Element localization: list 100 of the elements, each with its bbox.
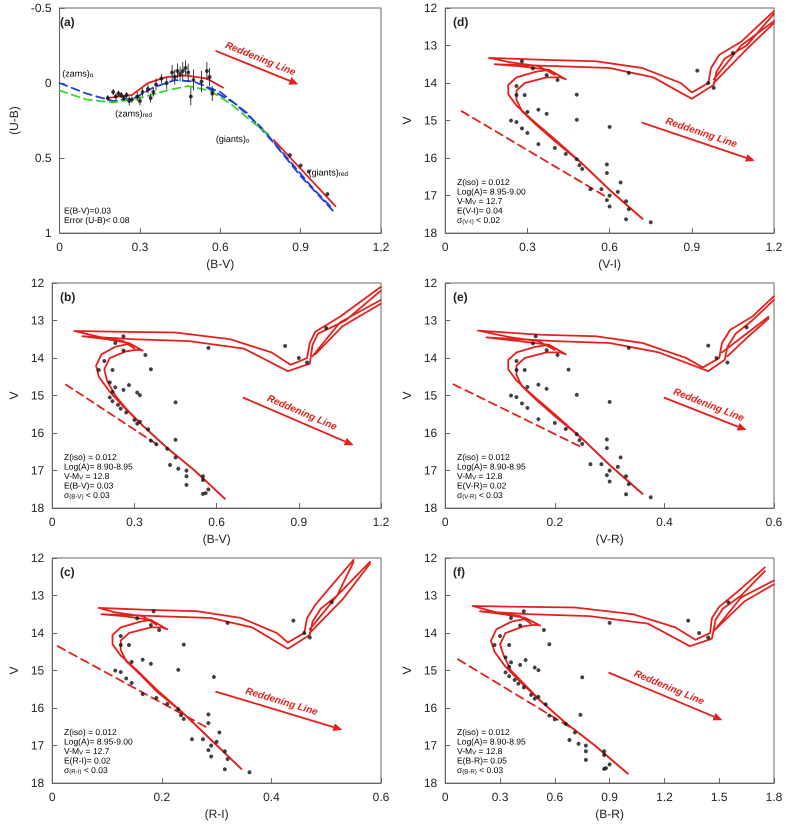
y-tick-label: 15 [424, 388, 438, 403]
y-tick-label: 18 [424, 226, 438, 240]
y-tick-label: 16 [424, 426, 438, 440]
annotation: Log(A)= 8.90-8.95 [457, 462, 526, 472]
annotation: E(V-I)= 0.04 [457, 206, 503, 216]
text: (d) [453, 15, 468, 29]
annotation: E(V-R)= 0.02 [457, 480, 507, 490]
annotation: E(R-I)= 0.02 [64, 756, 111, 766]
x-tick-label: 0.6 [372, 790, 390, 804]
x-tick-label: 0 [56, 240, 64, 254]
x-tick-label: 0.4 [263, 790, 280, 804]
annotation: Error (U-B)< 0.08 [64, 215, 130, 225]
y-tick-label: 16 [30, 701, 45, 716]
annotation: Z(iso) = 0.012 [64, 727, 117, 737]
x-tick-label: 0.3 [492, 790, 509, 804]
x-tick-label: 1.2 [372, 515, 390, 530]
x-tick-label: 0.4 [656, 515, 674, 530]
annotation: Log(A)= 8.90-8.95 [457, 736, 526, 746]
y-tick-label: 15 [424, 664, 438, 678]
y-tick-label: 13 [30, 588, 45, 603]
x-tick-label: 1.8 [766, 790, 783, 804]
annotation: Z(iso) = 0.012 [457, 177, 510, 187]
text: (e) [453, 290, 468, 304]
y-axis-title: V [400, 666, 414, 675]
x-axis-title: (V-I) [598, 257, 621, 271]
y-tick-label: 16 [30, 426, 45, 440]
text: (a) [60, 15, 75, 29]
x-tick-label: 0.9 [292, 240, 310, 254]
y-tick-label: 14 [30, 626, 45, 640]
text: (b) [60, 290, 76, 304]
x-tick-label: 0.6 [766, 515, 783, 530]
annotation: Log(A)= 8.95-9.00 [457, 186, 526, 196]
x-tick-label: 1.5 [710, 790, 728, 804]
y-tick-label: 0.5 [34, 151, 52, 166]
x-tick-label: 0.3 [132, 240, 149, 254]
text: (f) [453, 565, 465, 579]
y-tick-label: 13 [424, 588, 438, 603]
y-tick-label: 17 [30, 738, 45, 753]
y-tick-label: 17 [30, 464, 45, 478]
y-tick-label: 12 [424, 1, 438, 15]
y-tick-label: 14 [424, 351, 438, 366]
y-tick-label: 14 [424, 626, 438, 640]
annotation: Z(iso) = 0.012 [64, 452, 117, 462]
x-axis-title: (B-V) [202, 532, 231, 546]
y-tick-label: 18 [424, 776, 438, 790]
y-tick-label: 16 [424, 701, 438, 716]
x-tick-label: 1.2 [656, 790, 674, 804]
text: (c) [60, 565, 75, 579]
x-tick-label: 0.6 [212, 240, 229, 254]
x-tick-label: 0 [442, 790, 449, 804]
x-axis-title: (B-R) [595, 807, 624, 821]
annotation: E(B-R)= 0.05 [457, 756, 508, 766]
y-tick-label: 18 [424, 501, 438, 516]
y-axis-title: V [400, 392, 414, 400]
y-tick-label: 15 [30, 388, 45, 403]
x-tick-label: 0 [442, 515, 449, 530]
x-tick-label: 0 [442, 240, 449, 254]
y-tick-label: 18 [30, 776, 45, 790]
x-tick-label: 0.3 [126, 515, 144, 530]
y-tick-label: 12 [424, 551, 438, 565]
y-tick-label: 15 [424, 114, 438, 128]
annotation: Z(iso) = 0.012 [457, 727, 510, 737]
annotation: Log(A)= 8.95-9.00 [64, 736, 134, 746]
y-tick-label: 13 [424, 38, 438, 53]
x-tick-label: 0.6 [546, 790, 564, 804]
y-axis-title: (U-B) [7, 106, 21, 135]
x-tick-label: 0.2 [153, 790, 170, 804]
x-tick-label: 0.9 [601, 790, 618, 804]
y-tick-label: 18 [30, 501, 45, 516]
x-axis-title: (B-V) [206, 257, 234, 271]
x-axis-title: (V-R) [596, 532, 624, 546]
y-tick-label: 17 [424, 738, 438, 753]
y-axis-title: V [400, 116, 414, 125]
annotation: E(B-V)=0.03 [64, 206, 112, 216]
y-tick-label: 12 [30, 551, 45, 565]
y-tick-label: 13 [30, 314, 45, 328]
y-tick-label: 17 [424, 464, 438, 478]
y-tick-label: 14 [30, 351, 45, 366]
x-axis-title: (R-I) [204, 807, 229, 821]
y-tick-label: -0.5 [30, 1, 52, 15]
y-tick-label: 17 [424, 188, 438, 203]
y-axis-title: V [7, 392, 21, 400]
annotation: Z(iso) = 0.012 [457, 452, 510, 462]
annotation: E(B-V)= 0.03 [64, 480, 114, 490]
x-tick-label: 0.6 [208, 515, 226, 530]
x-tick-label: 0.3 [519, 240, 536, 254]
y-tick-label: 13 [424, 314, 438, 328]
y-tick-label: 12 [424, 276, 438, 290]
x-tick-label: 1.2 [372, 240, 390, 254]
y-tick-label: 0 [44, 76, 52, 90]
x-tick-label: 0.9 [290, 515, 308, 530]
y-tick-label: 14 [424, 76, 438, 90]
x-tick-label: 0.6 [601, 240, 618, 254]
x-tick-label: 0.2 [546, 515, 564, 530]
x-tick-label: 0.9 [683, 240, 700, 254]
annotation: Log(A)= 8.90-8.95 [64, 462, 134, 472]
y-tick-label: 12 [30, 276, 45, 290]
x-tick-label: 1.2 [766, 240, 783, 254]
y-axis-title: V [7, 666, 21, 675]
y-tick-label: 16 [424, 151, 438, 166]
